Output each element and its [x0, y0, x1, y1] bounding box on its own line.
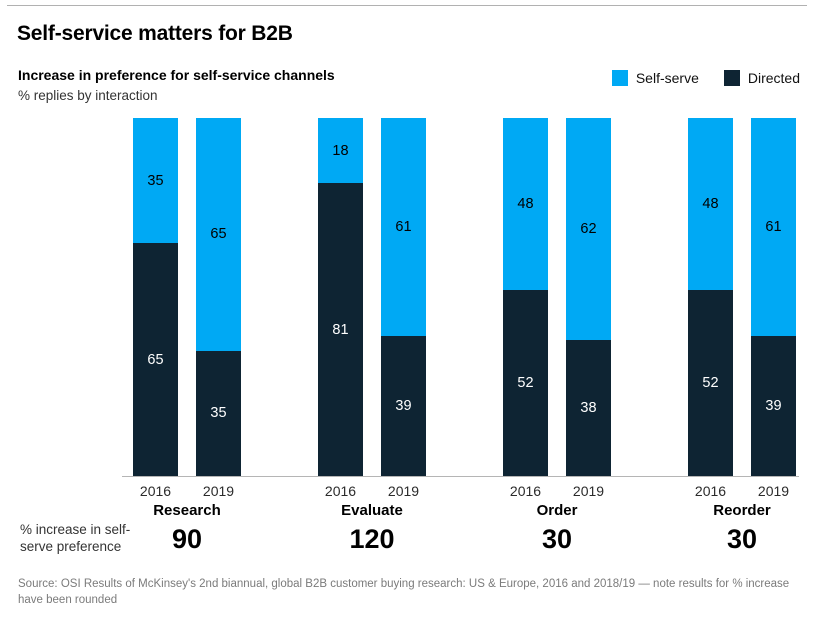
- x-tick-label: 2016: [694, 483, 727, 499]
- bars-row: 35 65 65 35: [133, 118, 241, 476]
- chart-group-research: 35 65 65 35 2016 2019 Research 90: [133, 118, 241, 555]
- segment-self-serve: 48: [688, 118, 733, 290]
- group-label: Evaluate: [341, 502, 403, 519]
- bar-2016: 18 81: [318, 118, 363, 476]
- segment-directed: 39: [381, 336, 426, 476]
- bar-2016: 48 52: [503, 118, 548, 476]
- years-row: 2016 2019: [133, 483, 241, 499]
- bars-row: 18 81 61 39: [318, 118, 426, 476]
- bar-value-label: 48: [517, 195, 534, 212]
- segment-directed: 39: [751, 336, 796, 476]
- bar-2019: 65 35: [196, 118, 241, 476]
- bar-value-label: 18: [332, 142, 349, 159]
- segment-directed: 35: [196, 350, 241, 476]
- bar-value-label: 81: [332, 321, 349, 338]
- segment-self-serve: 62: [566, 118, 611, 340]
- legend-item-directed: Directed: [723, 70, 800, 86]
- bar-value-label: 48: [702, 195, 719, 212]
- segment-self-serve: 18: [318, 118, 363, 184]
- x-tick-label: 2019: [387, 483, 420, 499]
- bar-2019: 61 39: [381, 118, 426, 476]
- bar-value-label: 39: [395, 398, 412, 415]
- x-tick-label: 2019: [757, 483, 790, 499]
- chart-subtitle: Increase in preference for self-service …: [18, 67, 335, 83]
- increase-row-label: % increase in self- serve preference: [20, 521, 130, 555]
- increase-value: 30: [726, 524, 758, 554]
- page-title: Self-service matters for B2B: [17, 22, 293, 45]
- bar-value-label: 65: [210, 226, 227, 243]
- years-row: 2016 2019: [688, 483, 796, 499]
- chart-group-evaluate: 18 81 61 39 2016 2019 Evaluate 120: [318, 118, 426, 555]
- group-label: Research: [153, 502, 221, 519]
- bar-2019: 62 38: [566, 118, 611, 476]
- x-tick-label: 2016: [324, 483, 357, 499]
- segment-self-serve: 65: [196, 118, 241, 351]
- segment-self-serve: 48: [503, 118, 548, 290]
- bar-value-label: 52: [702, 374, 719, 391]
- group-label: Reorder: [713, 502, 771, 519]
- segment-self-serve: 61: [381, 118, 426, 337]
- x-tick-label: 2019: [202, 483, 235, 499]
- legend-item-self_serve: Self-serve: [611, 70, 699, 86]
- increase-value: 30: [541, 524, 573, 554]
- legend-label: Directed: [747, 70, 800, 86]
- increase-row-label-line2: serve preference: [20, 539, 122, 554]
- segment-directed: 65: [133, 243, 178, 476]
- bars-row: 48 52 62 38: [503, 118, 611, 476]
- bar-value-label: 38: [580, 399, 597, 416]
- chart-unit-label: % replies by interaction: [18, 88, 158, 103]
- segment-self-serve: 61: [751, 118, 796, 337]
- bars-row: 48 52 61 39: [688, 118, 796, 476]
- bar-2016: 35 65: [133, 118, 178, 476]
- increase-value: 90: [171, 524, 203, 554]
- years-row: 2016 2019: [318, 483, 426, 499]
- increase-row-label-line1: % increase in self-: [20, 522, 131, 537]
- bar-value-label: 35: [147, 172, 164, 189]
- segment-directed: 81: [318, 183, 363, 476]
- bar-value-label: 65: [147, 351, 164, 368]
- segment-self-serve: 35: [133, 118, 178, 244]
- segment-directed: 52: [688, 289, 733, 476]
- x-tick-label: 2016: [139, 483, 172, 499]
- bar-2019: 61 39: [751, 118, 796, 476]
- chart-legend: Self-serve Directed: [611, 70, 800, 86]
- bar-value-label: 61: [395, 219, 412, 236]
- bar-value-label: 35: [210, 405, 227, 422]
- bar-2016: 48 52: [688, 118, 733, 476]
- bar-value-label: 62: [580, 220, 597, 237]
- top-divider: [7, 5, 807, 6]
- x-tick-label: 2016: [509, 483, 542, 499]
- x-axis-line: [122, 476, 799, 477]
- years-row: 2016 2019: [503, 483, 611, 499]
- source-note: Source: OSI Results of McKinsey's 2nd bi…: [18, 578, 790, 606]
- legend-swatch-self_serve: [611, 70, 628, 86]
- segment-directed: 38: [566, 339, 611, 476]
- bar-value-label: 39: [765, 398, 782, 415]
- segment-directed: 52: [503, 289, 548, 476]
- legend-label: Self-serve: [635, 70, 699, 86]
- x-tick-label: 2019: [572, 483, 605, 499]
- bar-value-label: 52: [517, 374, 534, 391]
- chart-group-reorder: 48 52 61 39 2016 2019 Reorder 30: [688, 118, 796, 555]
- legend-swatch-directed: [723, 70, 740, 86]
- chart-group-order: 48 52 62 38 2016 2019 Order 30: [503, 118, 611, 555]
- group-label: Order: [536, 502, 578, 519]
- increase-value: 120: [349, 524, 395, 554]
- bar-value-label: 61: [765, 219, 782, 236]
